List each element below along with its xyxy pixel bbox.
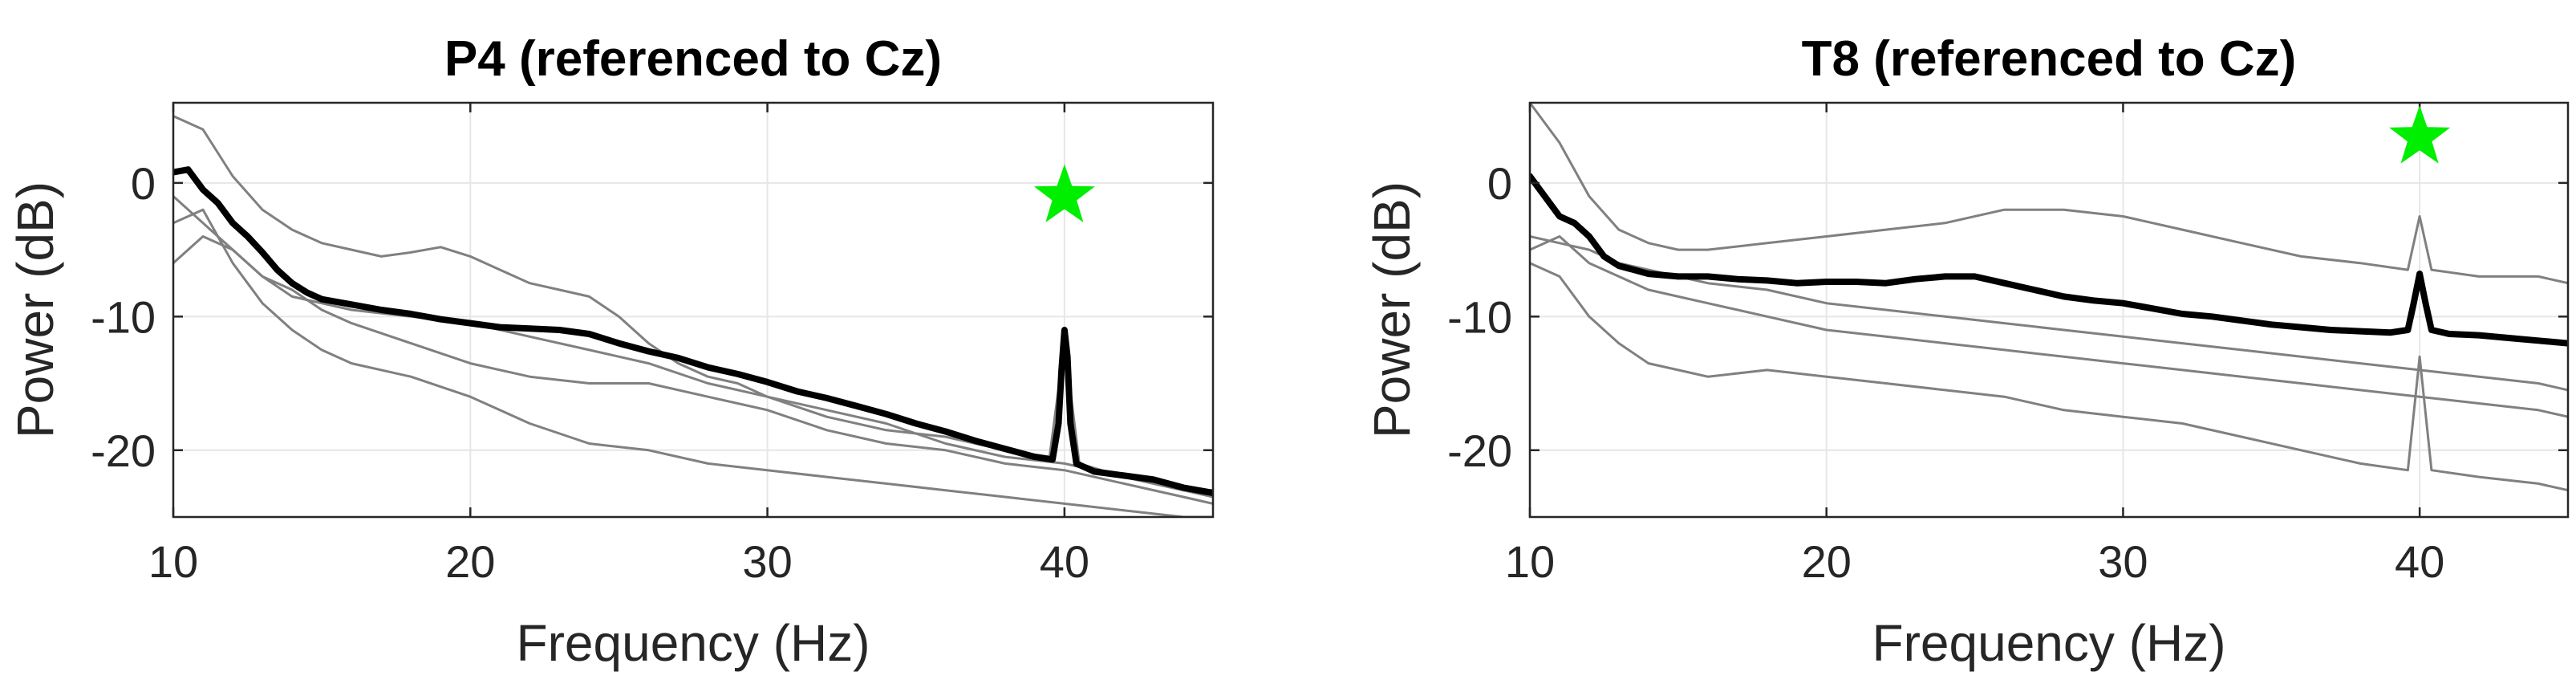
y-tick-label: 0 — [1487, 158, 1512, 209]
star-marker-icon — [1033, 164, 1095, 222]
x-axis-label: Frequency (Hz) — [517, 614, 870, 672]
chart-title: P4 (referenced to Cz) — [444, 31, 942, 87]
y-axis-label: Power (dB) — [6, 181, 64, 438]
channel-series-line — [1530, 262, 2568, 492]
channel-series-line — [173, 235, 1213, 505]
x-axis-label: Frequency (Hz) — [1872, 614, 2226, 672]
x-tick-label: 40 — [2395, 536, 2444, 587]
plot-area-frame — [172, 101, 1215, 519]
y-tick-label: -20 — [1447, 425, 1512, 476]
x-tick-label: 30 — [2098, 536, 2148, 587]
channel-series-line — [173, 195, 1213, 492]
plot-area-frame — [1528, 101, 2570, 519]
x-tick-label: 20 — [445, 536, 495, 587]
y-tick-label: -10 — [91, 291, 156, 342]
x-tick-label: 30 — [742, 536, 792, 587]
x-tick-label: 20 — [1802, 536, 1852, 587]
x-tick-label: 40 — [1040, 536, 1089, 587]
mean-series-line — [173, 166, 1213, 496]
channel-series-line — [1530, 103, 2568, 285]
channel-series-line — [1530, 235, 2568, 418]
chart-panel-p4: P4 (referenced to Cz) Frequency (Hz) Pow… — [6, 31, 1215, 672]
x-tick-label: 10 — [1505, 536, 1555, 587]
y-tick-label: -10 — [1447, 291, 1512, 342]
y-axis-label: Power (dB) — [1363, 181, 1421, 438]
y-tick-label: -20 — [91, 425, 156, 476]
mean-series-line — [1530, 173, 2568, 347]
star-marker-icon — [2389, 105, 2451, 164]
chart-title: T8 (referenced to Cz) — [1802, 31, 2297, 87]
y-tick-label: 0 — [131, 158, 156, 209]
channel-series-line — [173, 208, 1213, 517]
x-tick-label: 10 — [148, 536, 198, 587]
chart-panel-t8: T8 (referenced to Cz) Frequency (Hz) Pow… — [1363, 31, 2570, 672]
